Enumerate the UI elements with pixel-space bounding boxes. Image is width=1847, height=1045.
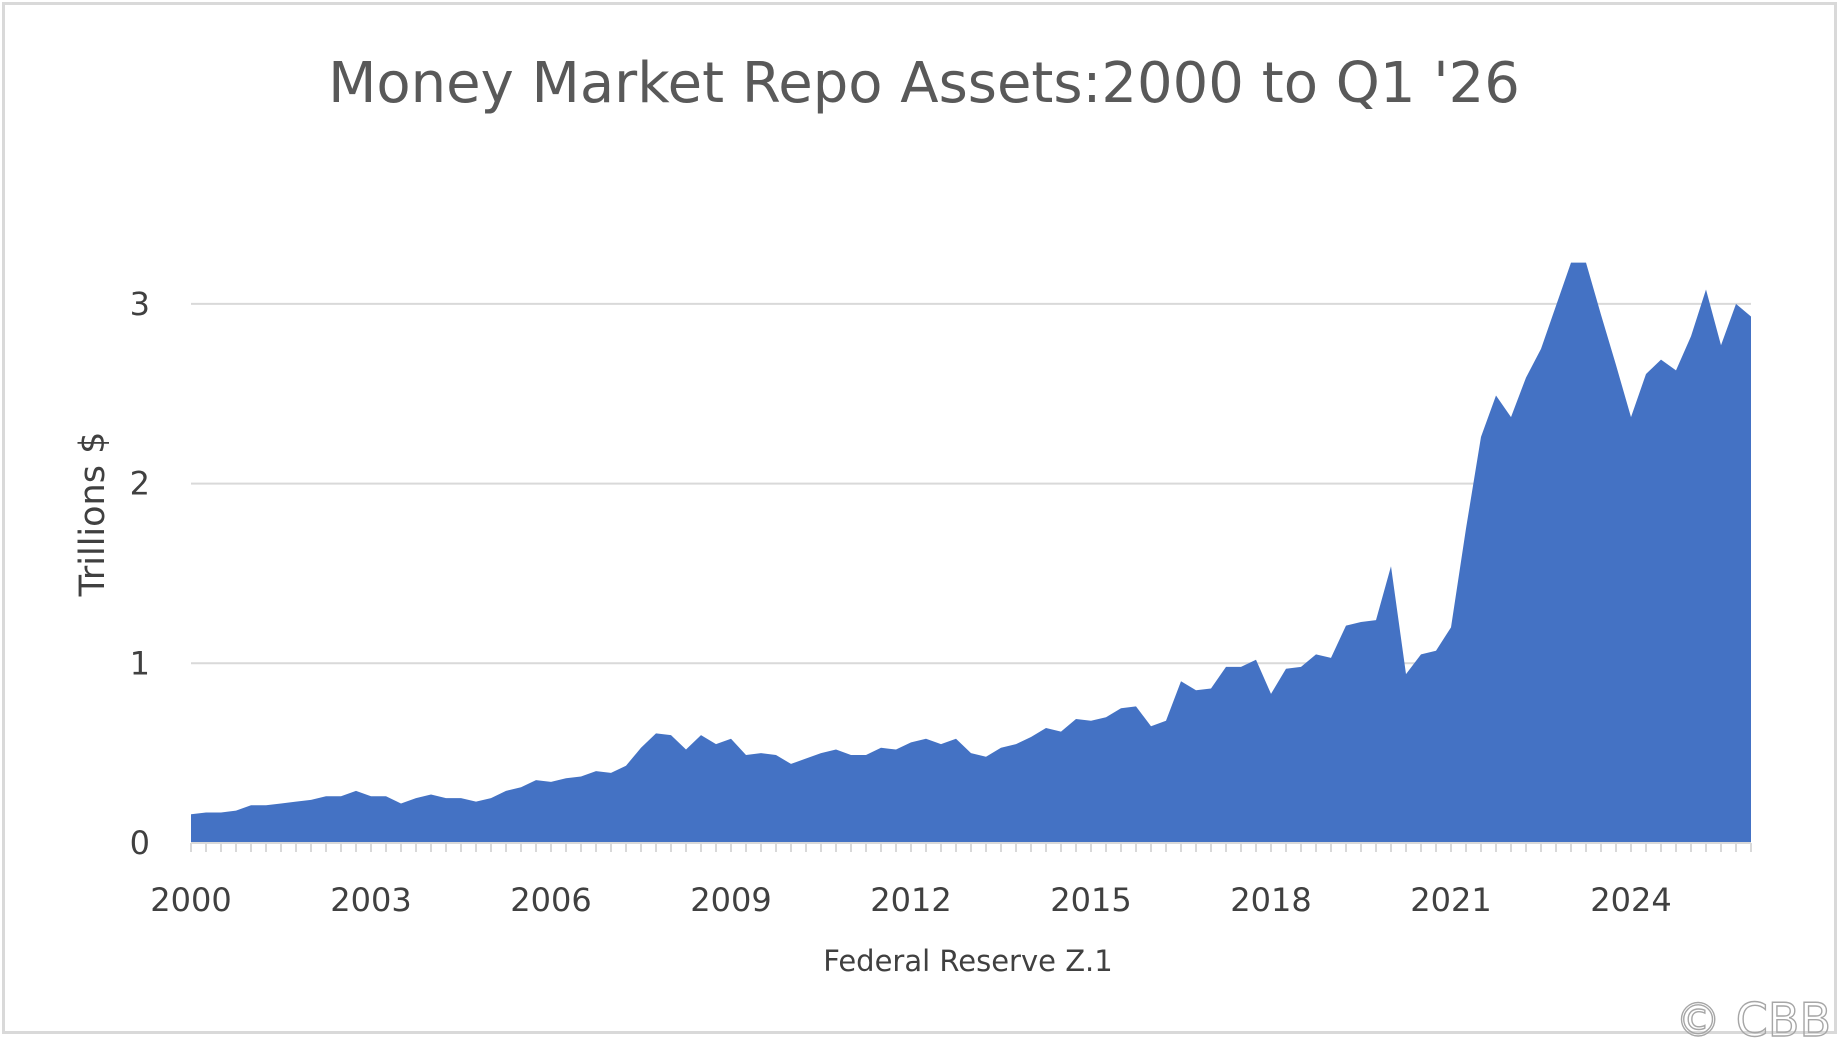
x-axis-title: Federal Reserve Z.1 bbox=[823, 944, 1112, 978]
watermark: © CBB bbox=[1675, 993, 1831, 1045]
y-axis-title: Trillions $ bbox=[73, 432, 113, 598]
x-tick-label: 2012 bbox=[870, 881, 951, 919]
y-tick-label: 1 bbox=[130, 644, 150, 682]
chart-title: Money Market Repo Assets:2000 to Q1 '26 bbox=[328, 51, 1520, 116]
x-tick-label: 2018 bbox=[1230, 881, 1311, 919]
y-axis: 0 1 2 3 bbox=[130, 285, 150, 862]
x-tick-label: 2021 bbox=[1410, 881, 1491, 919]
plot-area bbox=[191, 262, 1751, 844]
y-tick-label: 0 bbox=[130, 824, 150, 862]
x-tick-label: 2015 bbox=[1050, 881, 1131, 919]
series-area bbox=[191, 262, 1751, 844]
x-tick-label: 2000 bbox=[150, 881, 231, 919]
x-tick-label: 2009 bbox=[690, 881, 771, 919]
x-tick-labels: 2000 2003 2006 2009 2012 2015 2018 2021 2024 bbox=[150, 881, 1671, 919]
x-tick-label: 2006 bbox=[510, 881, 591, 919]
x-tick-label: 2003 bbox=[330, 881, 411, 919]
y-tick-label: 2 bbox=[130, 465, 150, 503]
x-tick-label: 2024 bbox=[1590, 881, 1671, 919]
y-tick-label: 3 bbox=[130, 285, 150, 323]
x-axis bbox=[190, 842, 1752, 852]
